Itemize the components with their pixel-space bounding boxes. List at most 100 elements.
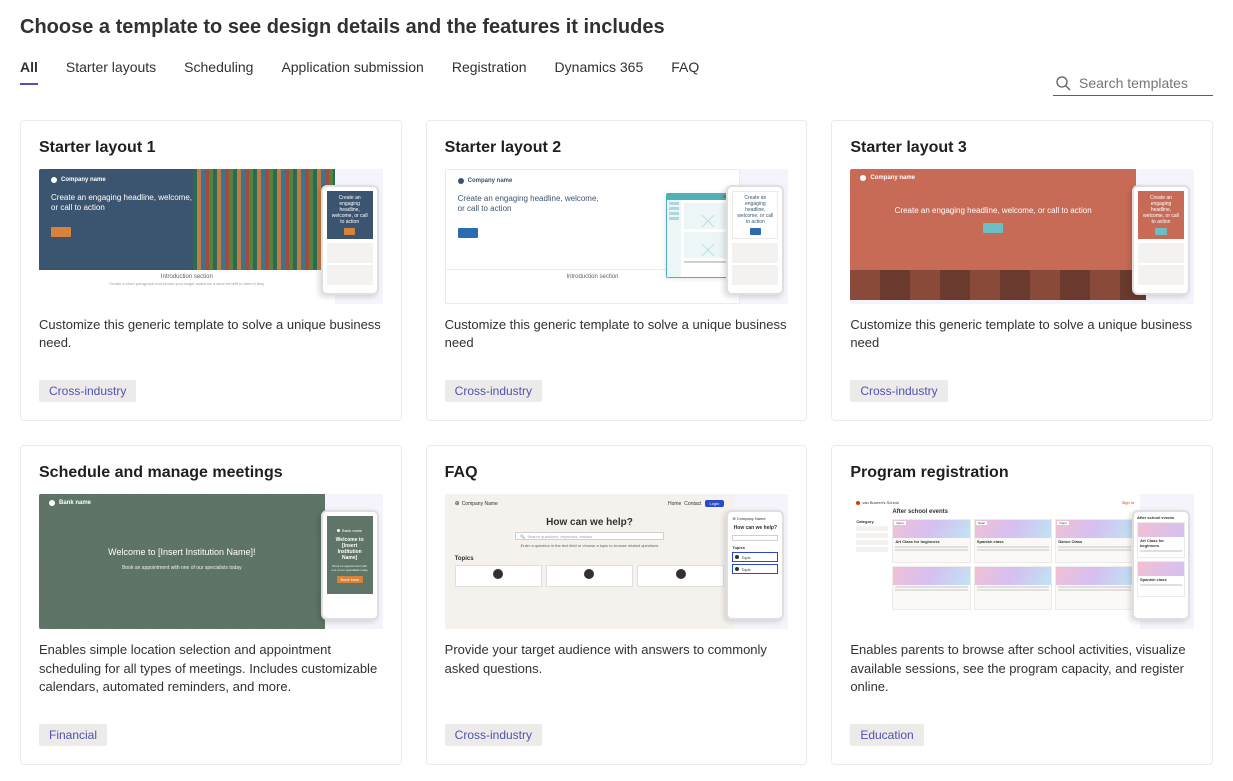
thumb-prog-card: [1055, 566, 1134, 610]
thumb-prog-card: [892, 566, 971, 610]
thumb-prog-signin: Sign in: [1122, 500, 1134, 505]
card-description: Enables parents to browse after school a…: [850, 641, 1194, 696]
card-thumbnail: Company name Create an engaging headline…: [445, 169, 789, 304]
card-title: Starter layout 2: [445, 139, 789, 157]
thumb-intro-sub: Create a short paragraph that shows your…: [39, 281, 335, 286]
tab-starter-layouts[interactable]: Starter layouts: [66, 59, 156, 85]
thumb-phone-card: Art Class for beginners: [1137, 522, 1185, 558]
tab-all[interactable]: All: [20, 59, 38, 85]
thumb-phone-headline: Create an engaging headline, welcome, or…: [737, 195, 773, 225]
tab-scheduling[interactable]: Scheduling: [184, 59, 253, 85]
thumb-prog-card: [974, 566, 1053, 610]
card-description: Enables simple location selection and ap…: [39, 641, 383, 696]
thumb-cta: [983, 223, 1003, 233]
thumb-phone-cta: [750, 228, 761, 235]
thumb-prog-school: van Buuren's School: [862, 500, 899, 505]
thumb-phone: After school events Art Class for beginn…: [1132, 510, 1190, 620]
thumb-phone-logo: Bank name: [342, 528, 362, 533]
thumb-phone: Create an engaging headline, welcome, or…: [1132, 185, 1190, 295]
thumb-phone-cta: Book Now: [337, 576, 363, 583]
tab-registration[interactable]: Registration: [452, 59, 527, 85]
thumb-headline: Create an engaging headline, welcome, or…: [458, 194, 606, 215]
tabs-container: All Starter layouts Scheduling Applicati…: [20, 59, 699, 85]
card-tag: Education: [850, 724, 923, 746]
tab-application-submission[interactable]: Application submission: [281, 59, 423, 85]
thumb-logo-text: Company name: [61, 177, 106, 183]
thumb-logo-icon: [860, 175, 866, 181]
thumb-prog-body: van Buuren's School Sign in After school…: [850, 494, 1140, 629]
thumb-phone-card: Spanish class: [1137, 561, 1185, 597]
thumb-cta: [51, 227, 71, 237]
thumb-intro: Introduction section Create a short para…: [39, 270, 335, 304]
card-thumbnail: ⊕Company Name Home Contact Login How can…: [445, 494, 789, 629]
card-description: Customize this generic template to solve…: [445, 316, 789, 352]
thumb-phone-sub: Book an appointment with one of our spec…: [331, 564, 369, 572]
search-wrap[interactable]: [1053, 71, 1213, 96]
thumb-phone-cta: [344, 228, 355, 235]
card-title: Starter layout 1: [39, 139, 383, 157]
template-card-starter-2[interactable]: Starter layout 2 Company name Create an …: [426, 120, 808, 421]
thumb-logo-icon: [51, 177, 57, 183]
thumb-prog-sidebar: Category: [856, 519, 888, 610]
thumb-prog-grid: OpenArt Class for beginners OpenSpanish …: [892, 519, 1134, 610]
thumb-faq-search: 🔍Search questions, keywords, articles: [515, 532, 663, 540]
thumb-phone-cta: [1155, 228, 1166, 235]
card-title: Program registration: [850, 464, 1194, 482]
thumb-faq-nav: Home: [668, 501, 681, 507]
tab-faq[interactable]: FAQ: [671, 59, 699, 85]
thumb-phone-heading: How can we help?: [732, 525, 778, 531]
thumb-prog-title: After school events: [892, 509, 1134, 515]
thumb-phone-hero: Create an engaging headline, welcome, or…: [1138, 191, 1184, 239]
thumb-faq-body: ⊕Company Name Home Contact Login How can…: [445, 494, 735, 629]
card-title: Starter layout 3: [850, 139, 1194, 157]
template-card-program-registration[interactable]: Program registration van Buuren's School…: [831, 445, 1213, 765]
thumb-phone-section: [732, 243, 778, 263]
template-card-schedule-meetings[interactable]: Schedule and manage meetings Bank name W…: [20, 445, 402, 765]
thumb-faq-topic: [546, 565, 633, 587]
card-description: Customize this generic template to solve…: [39, 316, 383, 352]
thumb-faq-topic: [637, 565, 724, 587]
thumb-prog-card: OpenSpanish class: [974, 519, 1053, 563]
template-card-faq[interactable]: FAQ ⊕Company Name Home Contact Login How…: [426, 445, 808, 765]
thumb-headline: Welcome to [Insert Institution Name]!: [108, 547, 255, 559]
thumb-phone: Create an engaging headline, welcome, or…: [726, 185, 784, 295]
card-tag: Cross-industry: [850, 380, 947, 402]
thumb-faq-topics-label: Topics: [455, 556, 725, 562]
card-description: Provide your target audience with answer…: [445, 641, 789, 696]
thumb-phone-hero: Bank name Welcome to [Insert Institution…: [327, 516, 373, 594]
thumb-phone-headline: Welcome to [Insert Institution Name]: [331, 537, 369, 561]
thumb-sub: Book an appointment with one of our spec…: [122, 565, 242, 571]
thumb-faq-nav: Contact: [684, 501, 701, 507]
thumb-logo-text: Company name: [870, 175, 915, 181]
tab-dynamics-365[interactable]: Dynamics 365: [555, 59, 644, 85]
card-thumbnail: Company name Create an engaging headline…: [39, 169, 383, 304]
thumb-phone-section: [1138, 243, 1184, 263]
card-thumbnail: Company name Create an engaging headline…: [850, 169, 1194, 304]
thumb-faq-hint: Enter a question in the text field or ch…: [455, 543, 725, 548]
card-description: Customize this generic template to solve…: [850, 316, 1194, 352]
thumb-prog-card: OpenDance Class: [1055, 519, 1134, 563]
thumb-phone-topic-row: Topic: [732, 564, 778, 574]
thumb-phone: Bank name Welcome to [Insert Institution…: [321, 510, 379, 620]
thumb-phone: Create an engaging headline, welcome, or…: [321, 185, 379, 295]
card-tag: Cross-industry: [39, 380, 136, 402]
thumb-headline: Create an engaging headline, welcome, or…: [895, 206, 1092, 216]
thumb-hero: Company name Create an engaging headline…: [850, 169, 1136, 270]
thumb-logo-icon: [458, 178, 464, 184]
card-tag: Cross-industry: [445, 724, 542, 746]
thumb-phone-topic-row: Topic: [732, 552, 778, 562]
thumb-books-pattern: [193, 169, 335, 270]
thumb-intro-title: Introduction section: [39, 274, 335, 280]
thumb-phone-topics-header: Topics: [732, 545, 778, 550]
thumb-phone-headline: Create an engaging headline, welcome, or…: [331, 195, 369, 225]
template-card-starter-3[interactable]: Starter layout 3 Company name Create an …: [831, 120, 1213, 421]
thumb-faq-login: Login: [705, 500, 725, 507]
search-input[interactable]: [1079, 75, 1211, 91]
thumb-phone-section: [327, 265, 373, 285]
thumb-logo-text: Bank name: [59, 500, 91, 506]
thumb-phone-section: [732, 265, 778, 285]
page-title: Choose a template to see design details …: [20, 16, 1213, 39]
thumb-cta: [458, 228, 478, 238]
thumb-phone: ⊕Company Name How can we help? Topics To…: [726, 510, 784, 620]
template-card-starter-1[interactable]: Starter layout 1 Company name Create an …: [20, 120, 402, 421]
